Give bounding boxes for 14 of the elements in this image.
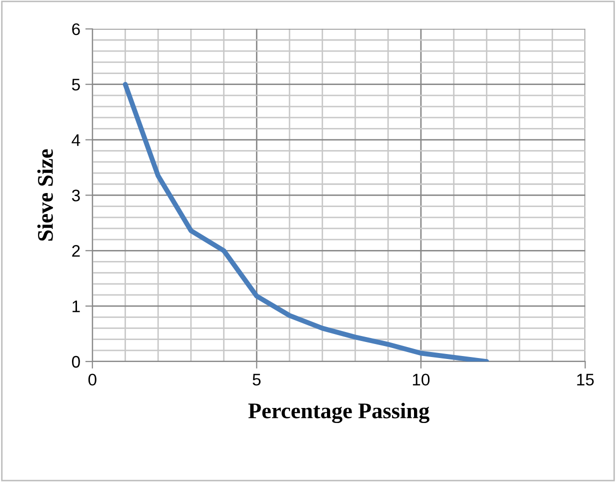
x-tick-label: 5 <box>252 374 261 386</box>
x-tick-label: 0 <box>88 374 96 386</box>
y-tick-label: 1 <box>72 300 80 312</box>
y-axis-title: Sieve Size <box>37 149 53 241</box>
y-tick-label: 3 <box>72 190 80 202</box>
y-tick-label: 6 <box>72 23 80 36</box>
line-series <box>122 82 490 362</box>
x-tick-label: 15 <box>577 374 594 386</box>
x-axis-title: Percentage Passing <box>248 402 430 424</box>
x-tick-label: 10 <box>412 374 430 386</box>
y-tick-label: 4 <box>72 134 80 146</box>
y-tick-label: 5 <box>72 78 80 91</box>
y-tick-label: 2 <box>72 245 80 257</box>
y-tick-label: 0 <box>72 356 80 368</box>
